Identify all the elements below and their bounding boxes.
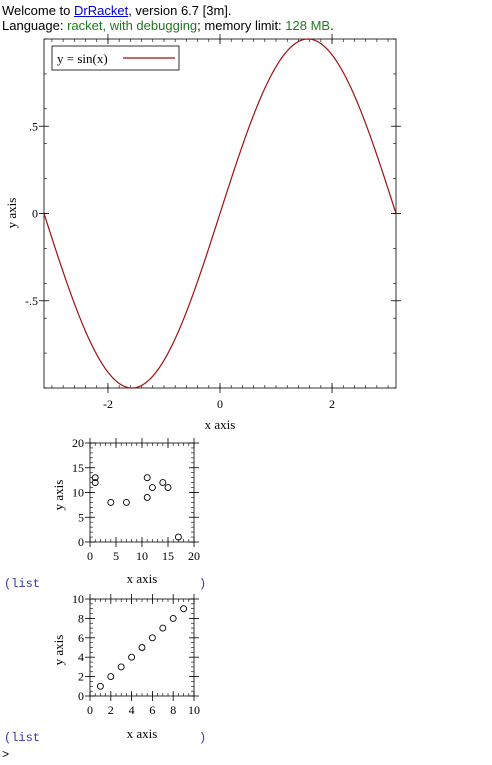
legend: y = sin(x) [51,45,180,71]
y-axis-label: y axis [51,480,66,511]
x-tick-label: 15 [162,549,174,563]
x-axis-label: x axis [205,417,236,430]
x-tick-label: 20 [188,549,200,563]
data-point [164,484,172,491]
memory-value: 128 MB [285,18,331,33]
y-axis-label: y axis [51,635,66,666]
y-tick-label: .5 [29,119,38,133]
repl-prompt[interactable]: > [2,748,10,762]
x-axis-label: x axis [127,571,158,586]
x-axis-label: x axis [127,726,158,741]
data-point [159,624,167,632]
data-point [117,663,125,671]
y-tick-label: 0 [78,535,84,549]
list-open-2: (list [4,731,41,745]
sine-curve [43,38,397,389]
data-point [122,498,130,506]
x-tick-label: 10 [188,703,200,717]
y-tick-label: 8 [78,611,84,625]
y-axis-label: y axis [4,198,19,229]
welcome-prefix: Welcome to [2,3,75,18]
y-tick-label: 6 [78,631,84,645]
y-tick-label: 2 [78,670,84,684]
scatter-plot-1: 0 5 10 15 20 0 5 10 15 20 x axis y axis [51,436,200,586]
data-point [159,479,167,487]
x-tick-label: -2 [103,397,113,411]
x-tick-label: 5 [113,549,119,563]
data-point [143,474,151,482]
list-open-1: (list [4,577,41,591]
data-point [143,493,151,501]
data-point [138,644,146,651]
welcome-line: Welcome to DrRacket, version 6.7 [3m]. [2,3,334,18]
list-close-2: ) [199,731,207,745]
data-point [148,634,156,642]
data-point [91,474,99,482]
x-tick-label: 0 [87,703,93,717]
x-tick-label: 2 [329,397,335,411]
x-tick-label: 2 [108,703,114,717]
y-tick-label: 15 [72,461,84,475]
data-point [180,605,188,613]
x-tick-label: 6 [149,703,155,717]
data-point [128,653,136,661]
data-point [107,673,115,681]
language-value: racket, with debugging [67,18,198,33]
y-tick-label: 20 [72,436,84,450]
y-tick-label: 0 [78,689,84,703]
period: . [330,18,334,33]
x-tick-label: 8 [170,703,176,717]
x-tick-label: 4 [129,703,135,717]
data-point [174,533,182,541]
y-tick-label: 5 [78,510,84,524]
data-point [96,682,104,690]
data-point [107,498,115,506]
x-tick-label: 10 [136,549,148,563]
data-point [91,479,99,487]
x-tick-label: 0 [217,397,223,411]
language-label: Language: [2,18,68,33]
drracket-link[interactable]: DrRacket [74,3,129,18]
plot-area-border [89,598,195,697]
y-tick-label: 10 [72,486,84,500]
language-line: Language: racket, with debugging; memory… [2,18,334,33]
list-close-1: ) [199,577,207,591]
memory-label: ; memory limit: [197,18,286,33]
y-tick-label: 4 [78,650,84,664]
data-point [169,614,177,622]
y-tick-label: 0 [32,207,38,221]
y-tick-label: -.5 [25,294,38,308]
data-point [148,484,156,491]
legend-label: y = sin(x) [57,51,108,66]
sine-plot: -2 0 2 -.5 0 .5 x axis y axis y = sin(x) [4,34,401,430]
plot-area-border [89,442,195,543]
version-text: , version 6.7 [3m]. [128,3,232,18]
y-tick-label: 10 [72,592,84,606]
minor-ticks [44,38,396,389]
major-ticks [39,34,401,393]
x-tick-label: 0 [87,549,93,563]
repl-welcome-banner: Welcome to DrRacket, version 6.7 [3m]. L… [2,3,334,33]
